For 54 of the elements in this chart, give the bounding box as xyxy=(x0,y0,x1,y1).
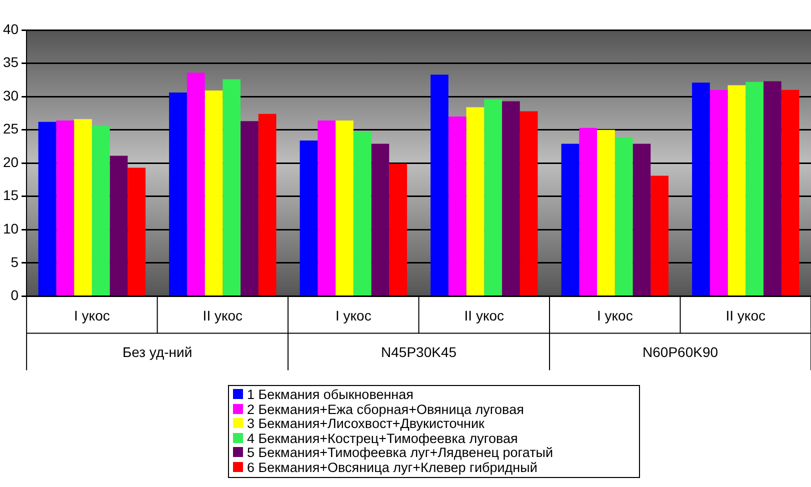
y-tick-label: 0 xyxy=(10,287,19,304)
bar xyxy=(632,144,651,296)
bar xyxy=(389,164,408,296)
text: N60P60K90 xyxy=(642,344,718,360)
bar xyxy=(258,114,276,296)
legend-label: 3 Бекмания+Лисохвост+Двукисточник xyxy=(246,416,484,432)
bar xyxy=(502,101,520,296)
bar xyxy=(728,85,746,296)
bar xyxy=(692,82,710,296)
legend-label: 5 Бекмания+Тимофеевка луг+Лядвенец рогатый xyxy=(246,445,554,460)
y-tick-label: 30 xyxy=(2,87,19,104)
bar xyxy=(371,144,390,296)
bar xyxy=(74,119,92,296)
bar xyxy=(38,122,56,296)
bar xyxy=(579,128,598,296)
y-tick-label: 35 xyxy=(2,54,19,70)
bar xyxy=(448,116,466,296)
y-tick-label: 15 xyxy=(2,187,19,204)
bar xyxy=(186,72,205,296)
bar xyxy=(484,99,502,296)
bar xyxy=(597,130,615,296)
bar xyxy=(110,156,128,296)
bar xyxy=(56,120,74,296)
y-tick-label: 25 xyxy=(2,120,19,137)
bar xyxy=(520,111,538,296)
legend-label: 6 Бекмания+Овсяница луг+Клевер гибридный xyxy=(246,460,538,475)
y-tick-label: 20 xyxy=(2,154,19,170)
text: N45P30K45 xyxy=(381,344,457,360)
text: Без уд-ний xyxy=(122,344,192,360)
bar xyxy=(764,81,782,296)
y-tick-label: 10 xyxy=(2,220,19,237)
legend-label: 4 Бекмания+Кострец+Тимофеевка луговая xyxy=(246,430,519,446)
bar xyxy=(561,144,580,296)
bar xyxy=(353,132,372,296)
bar xyxy=(746,82,764,296)
bar xyxy=(318,120,336,296)
bar xyxy=(128,168,146,296)
bar xyxy=(710,90,728,296)
bar xyxy=(614,137,633,296)
bar xyxy=(204,90,223,296)
bar xyxy=(430,74,448,296)
bar xyxy=(336,120,354,296)
bar xyxy=(222,79,241,296)
legend-label: 2 Бекмания+Ежа сборная+Овяница луговая xyxy=(246,402,525,417)
bar xyxy=(650,176,668,296)
legend-label: 1 Бекмания обыкновенная xyxy=(246,387,414,402)
bar xyxy=(781,90,800,296)
bar xyxy=(169,92,187,296)
y-tick-label: 40 xyxy=(2,20,19,37)
bar xyxy=(92,126,110,296)
bar xyxy=(240,121,258,296)
bar xyxy=(466,107,484,296)
y-tick-label: 5 xyxy=(10,254,19,270)
bar xyxy=(300,140,318,296)
